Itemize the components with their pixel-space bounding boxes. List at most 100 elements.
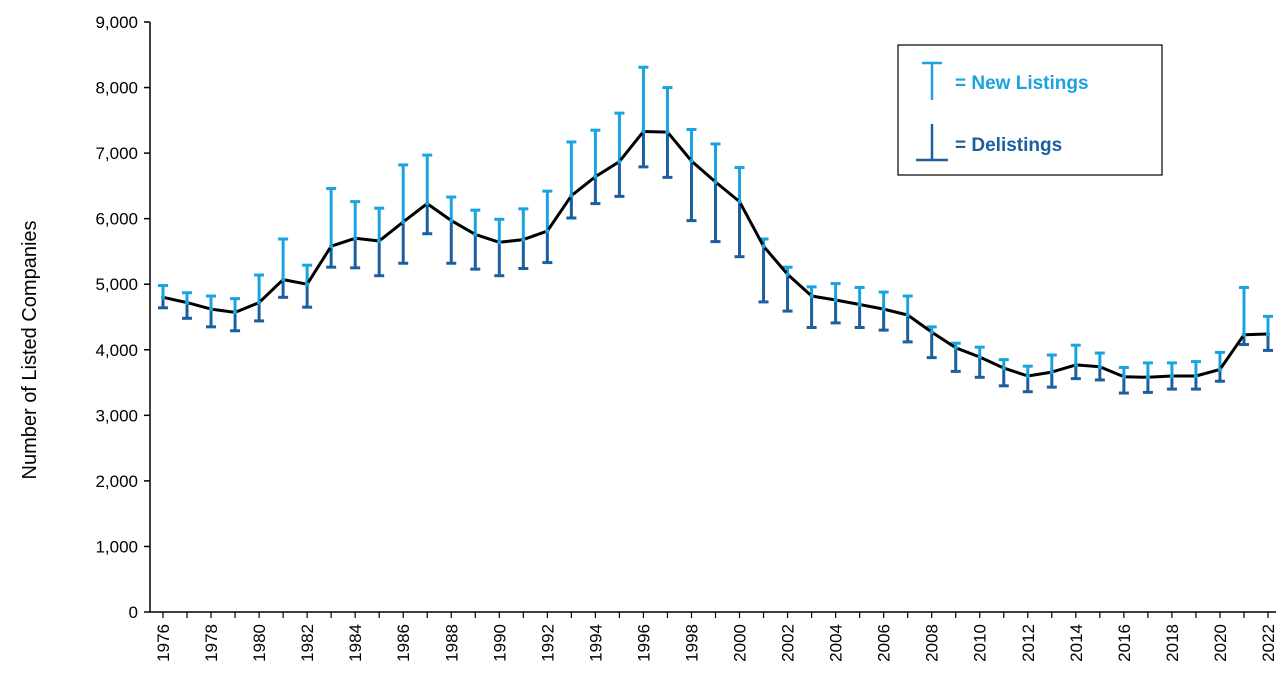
x-tick-label: 2022: [1259, 624, 1276, 662]
data-point: [1193, 373, 1199, 379]
delistings-bar: [998, 368, 1009, 388]
delistings-bar: [1070, 364, 1081, 381]
data-point: [401, 219, 406, 225]
delistings-bar: [1142, 377, 1153, 394]
new-listings-bar: [302, 263, 313, 285]
new-listings-bar: [902, 294, 913, 316]
new-listings-bar: [326, 187, 337, 247]
data-point: [785, 272, 790, 277]
delistings-bar: [1118, 376, 1129, 395]
delistings-bar: [638, 131, 649, 169]
new-listings-symbol-icon: [922, 61, 942, 100]
x-tick-label: 2020: [1211, 624, 1230, 662]
data-point: [569, 193, 574, 198]
delistings-bar: [854, 304, 865, 329]
x-tick-label: 2018: [1163, 624, 1182, 662]
data-point: [352, 236, 358, 241]
y-tick-label: 6,000: [95, 210, 138, 229]
delistings-bar: [926, 332, 937, 360]
data-point: [665, 129, 670, 135]
data-point: [376, 238, 382, 244]
new-listings-bar: [374, 206, 385, 241]
new-listings-bar: [518, 207, 529, 240]
delistings-bar: [830, 299, 841, 325]
new-listings-bar: [686, 128, 697, 161]
delistings-bar: [710, 181, 721, 244]
delistings-bar: [734, 201, 745, 259]
data-point: [641, 129, 646, 134]
data-point: [449, 218, 454, 223]
y-tick-label: 7,000: [95, 144, 138, 163]
x-tick-label: 1982: [298, 624, 317, 662]
data-point: [761, 244, 766, 249]
legend-item-delistings: = Delistings: [916, 124, 1062, 162]
x-tick-label: 2010: [971, 624, 990, 662]
data-point: [1169, 373, 1175, 379]
new-listings-bar: [1094, 351, 1105, 367]
legend-item-new-listings: = New Listings: [922, 61, 1089, 100]
new-listings-bar: [878, 290, 889, 310]
x-tick-label: 2006: [875, 624, 894, 662]
y-axis-title: Number of Listed Companies: [19, 220, 41, 479]
delistings-bar: [518, 239, 529, 270]
delistings-bar: [878, 309, 889, 332]
delistings-bar: [374, 240, 385, 278]
x-tick-label: 1976: [154, 624, 173, 662]
new-listings-bar: [1070, 343, 1081, 365]
delistings-bar: [302, 284, 313, 309]
delistings-bar: [398, 221, 409, 265]
data-point: [1097, 364, 1103, 370]
new-listings-bar: [446, 195, 457, 221]
data-point: [809, 293, 814, 299]
delistings-bar: [614, 161, 625, 198]
y-tick-label: 4,000: [95, 341, 138, 360]
delistings-bar: [470, 234, 481, 271]
x-tick-label: 2000: [731, 624, 750, 662]
delistings-bar: [494, 242, 505, 278]
x-tick-label: 2012: [1019, 624, 1038, 662]
delistings-bar: [542, 231, 553, 265]
data-point: [1241, 332, 1247, 337]
x-tick-label: 2004: [827, 624, 846, 662]
delistings-bar: [590, 176, 601, 206]
y-tick-label: 8,000: [95, 79, 138, 98]
x-tick-label: 1998: [682, 624, 701, 662]
new-listings-bar: [542, 189, 553, 232]
new-listings-bar: [1263, 314, 1273, 335]
new-listings-bar: [614, 111, 625, 162]
new-listings-bar: [1046, 353, 1057, 373]
new-listings-bar: [1190, 360, 1201, 376]
delistings-bar: [446, 220, 457, 265]
delistings-bar: [1046, 372, 1057, 389]
x-tick-label: 2016: [1115, 624, 1134, 662]
data-point: [833, 297, 838, 303]
new-listings-bar: [494, 217, 505, 243]
delistings-bar: [686, 160, 697, 223]
data-point: [713, 179, 718, 185]
legend-label-new-listings: = New Listings: [955, 73, 1089, 94]
y-tick-label: 1,000: [95, 537, 138, 556]
data-point: [160, 295, 166, 300]
delistings-bar: [902, 315, 913, 344]
new-listings-bar: [662, 86, 673, 133]
new-listings-bar: [470, 208, 481, 235]
data-point: [184, 300, 190, 305]
new-listings-bar: [830, 282, 841, 300]
delistings-bar: [254, 302, 265, 323]
new-listings-bar: [254, 273, 265, 303]
delistings-bar: [950, 347, 961, 373]
delistings-bar: [182, 302, 193, 320]
new-listings-bar: [566, 140, 577, 196]
new-listings-bar: [1142, 361, 1153, 378]
delistings-bar: [230, 312, 241, 333]
data-point: [977, 354, 982, 360]
data-point: [1001, 365, 1006, 371]
data-point: [521, 237, 526, 242]
x-tick-label: 1992: [538, 624, 557, 662]
delistings-bar: [806, 296, 817, 329]
axes-layer: 0 1,000 2,000 3,000 4,000 5,000 6,000 7,000 8,00…: [95, 13, 1276, 662]
delistings-bar: [782, 274, 793, 313]
x-tick-label: 2002: [779, 624, 798, 662]
new-listings-bar: [638, 65, 649, 132]
x-tick-label: 1978: [202, 624, 221, 662]
